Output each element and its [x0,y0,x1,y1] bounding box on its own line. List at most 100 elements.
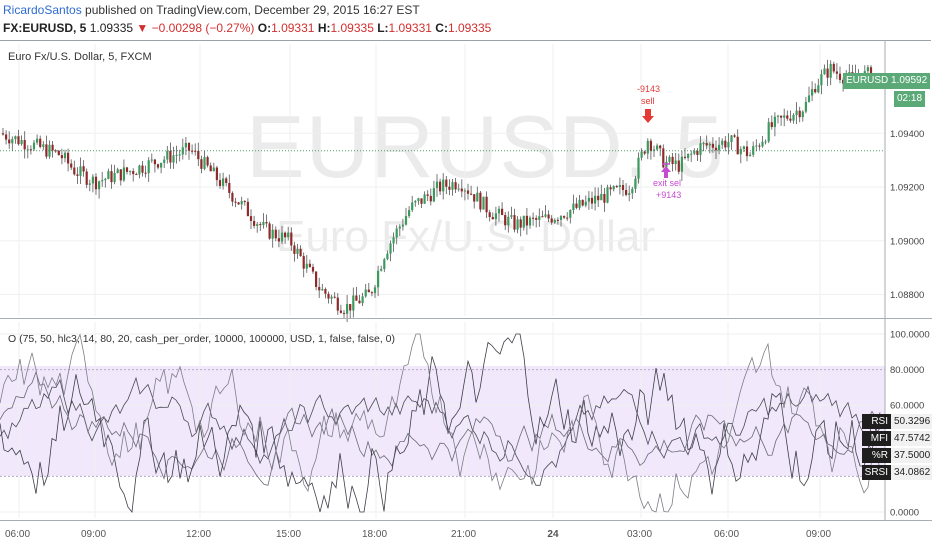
candle-body [637,157,640,179]
indicator-series [0,333,881,513]
candle-body [677,160,680,172]
candle-body [758,145,761,147]
indicator-tick-label: 100.0000 [890,330,930,341]
time-tick-label: 09:00 [81,529,106,540]
williams-readout: %R 37.5000 [862,448,932,463]
candle-body [290,232,293,246]
candle-body [547,214,550,219]
candle-body [476,192,479,202]
candle-body [414,201,417,203]
candle-body [445,179,448,187]
candle-body [408,210,411,217]
candle-body [516,219,519,230]
candle-body [674,160,677,165]
candle-body [98,181,101,190]
candle-body [652,149,656,151]
candle-body [457,188,460,190]
candle-body [683,156,687,158]
candle-body [463,190,466,192]
candle-body [742,146,745,150]
candle-body [575,203,578,208]
candle-body [488,212,491,218]
candle-body [333,296,336,298]
candle-body [730,135,733,143]
candle-body [553,219,556,223]
candle-body [705,142,708,146]
mfi-name: MFI [862,431,891,446]
candle-body [435,181,439,189]
rsi-name: RSI [862,414,891,429]
candle-body [184,142,187,148]
candle-body [559,216,563,220]
price-tick-label: 1.08800 [890,290,924,301]
candle-body [773,116,776,128]
main-pane-title: Euro Fx/U.S. Dollar, 5, FXCM [8,51,152,63]
high-value: 1.09335 [330,21,374,35]
low-label: L: [377,21,389,35]
candle-body [324,289,327,294]
exit-qty-label: +9143 [656,190,681,200]
candle-body [749,154,752,157]
candle-body [231,192,234,202]
candle-body [1,133,5,135]
candle-body [228,182,231,193]
williams-name: %R [862,448,891,463]
candle-body [767,122,770,142]
candle-body [659,145,662,149]
candle-body [544,214,547,217]
price-badge: 1.09592 [888,73,930,89]
candle-body [708,143,711,146]
candle-body [454,182,457,190]
author-link[interactable]: RicardoSantos [3,3,82,17]
candle-body [640,151,643,158]
candle-body [470,193,473,195]
candle-body [116,169,119,174]
close-label: C: [435,21,448,35]
candle-body [519,219,522,228]
candle-body [795,110,798,115]
candle-body [163,159,166,163]
candle-body [259,224,262,226]
candle-body [5,134,8,140]
candle-body [823,68,826,75]
candle-body [76,174,79,176]
candle-body [181,147,184,155]
candle-body [172,155,175,163]
candle-body [473,194,476,202]
candle-body [820,74,823,86]
candle-body [668,156,671,162]
time-axis[interactable]: 06:00 09:00 12:00 15:00 18:00 21:00 24 03:00 06:… [5,529,831,540]
candle-body [556,219,559,221]
candle-body [826,68,829,78]
candle-body [222,178,225,186]
candle-body [594,195,597,204]
candle-body [268,223,271,239]
candle-body [693,150,696,154]
candle-body [166,150,169,160]
open-label: O: [257,21,272,35]
candle-body [284,232,287,238]
candle-body [590,197,594,204]
symbol-header: FX:EURUSD, 5 1.09335 ▼ −0.00298 (−0.27%)… [3,21,491,35]
candle-body [745,146,749,157]
candle-body [135,174,138,176]
candle-body [315,271,318,287]
candle-body [671,156,674,165]
candle-body [563,216,566,218]
candle-body [628,193,631,195]
candle-body [107,171,110,179]
pane-separator[interactable] [0,318,932,319]
candle-body [832,63,835,72]
low-value: 1.09331 [388,21,432,35]
candle-body [122,167,125,181]
candle-body [615,186,618,188]
candle-body [497,208,501,214]
candle-body [634,178,637,189]
candle-body [643,151,646,154]
candle-body [383,259,386,270]
time-tick-label: 21:00 [451,529,476,540]
candle-body [417,198,420,202]
publish-header: RicardoSantos published on TradingView.c… [3,3,420,17]
indicator-band [0,366,885,476]
